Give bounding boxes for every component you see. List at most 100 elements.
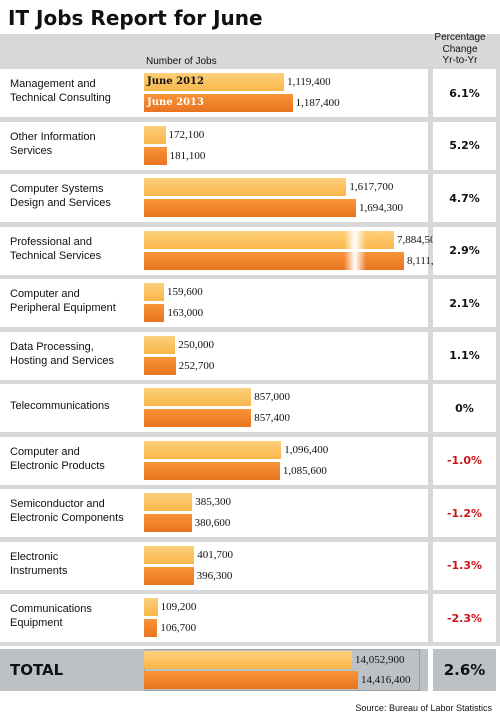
pct-change-header: Percentage Change Yr-to-Yr: [423, 32, 497, 67]
category-label: Computer and Electronic Products: [10, 445, 105, 472]
category-row: Electronic Instruments 401,700 396,300 -1.3%: [0, 541, 500, 590]
value-label-june-2012: 1,119,400: [287, 76, 331, 88]
row-background: [0, 331, 428, 380]
total-bar-june-2013: [144, 671, 358, 689]
bar-june-2012: [144, 440, 282, 459]
pct-change-value: 1.1%: [433, 331, 496, 380]
category-label: Computer and Peripheral Equipment: [10, 288, 116, 314]
page-title: IT Jobs Report for June: [8, 6, 263, 30]
value-label-june-2013: 380,600: [194, 517, 231, 529]
total-bar-box: [144, 649, 420, 691]
legend-june-2013: June 2013: [147, 97, 204, 108]
category-label: Management and Technical Consulting: [10, 78, 111, 104]
value-label-june-2012: 385,300: [195, 496, 231, 508]
category-label: Electronic Instruments: [10, 550, 68, 577]
pct-change-value: -1.2%: [433, 489, 496, 537]
value-label-june-2013: 1,085,600: [282, 464, 327, 477]
value-label-june-2012: 7,884,500: [397, 233, 441, 246]
bar-june-2013: [144, 356, 176, 375]
bar-june-2012: [144, 178, 347, 196]
category-row: Computer Systems Design and Services 1,617…: [0, 174, 500, 222]
row-background: [0, 541, 428, 590]
total-value-june-2012: 14,052,900: [355, 654, 405, 666]
row-background: [0, 489, 428, 537]
total-label: TOTAL: [10, 661, 64, 679]
category-row: Computer and Peripheral Equipment 159,600 1…: [0, 279, 500, 327]
pct-change-value: 4.7%: [433, 174, 496, 222]
category-label: Communications Equipment: [10, 603, 92, 629]
bar-june-2012: June 2012: [144, 73, 285, 91]
value-label-june-2012: 172,100: [168, 128, 205, 141]
value-label-june-2012: 109,200: [160, 601, 197, 613]
pct-header-line-3: Yr-to-Yr: [442, 55, 478, 66]
pct-change-value: 6.1%: [433, 69, 496, 117]
pct-change-value: -1.0%: [433, 436, 496, 485]
category-row: Other Information Services 172,100 181,100 5…: [0, 121, 500, 170]
bar-june-2013: [144, 251, 404, 270]
total-bar-june-2012: [144, 651, 352, 669]
pct-change-value: -2.3%: [433, 594, 496, 642]
bar-june-2012: [144, 230, 394, 249]
value-label-june-2013: 252,700: [178, 359, 215, 372]
category-label: Other Information Services: [10, 130, 96, 157]
category-row: Semiconductor and Electronic Components 38…: [0, 489, 500, 537]
total-row: TOTAL 14,052,900 14,416,400 2.6%: [0, 649, 500, 691]
value-label-june-2012: 401,700: [197, 548, 233, 561]
bar-june-2013: [144, 199, 356, 217]
value-label-june-2012: 159,600: [166, 286, 203, 298]
value-label-june-2013: 1,187,400: [295, 97, 340, 109]
bar-june-2013: [144, 461, 280, 480]
value-label-june-2012: 1,617,700: [349, 181, 394, 193]
category-label: Computer Systems Design and Services: [10, 183, 111, 209]
bar-june-2013: [144, 409, 252, 427]
category-row: Computer and Electronic Products 1,096,400…: [0, 436, 500, 485]
value-label-june-2012: 250,000: [178, 338, 215, 351]
category-row: Management and Technical Consulting June 2…: [0, 69, 500, 117]
bar-june-2012: [144, 493, 193, 511]
row-background: [0, 279, 428, 327]
bar-june-2012: [144, 545, 195, 564]
value-label-june-2013: 1,694,300: [359, 202, 403, 214]
category-row: Telecommunications 857,000 857,400 0%: [0, 384, 500, 432]
category-row: Professional and Technical Services 7,884,…: [0, 226, 500, 275]
value-label-june-2012: 1,096,400: [284, 443, 329, 456]
total-value-june-2013: 14,416,400: [361, 674, 411, 686]
value-label-june-2013: 396,300: [196, 569, 233, 582]
category-label: Telecommunications: [10, 400, 110, 412]
value-label-june-2013: 857,400: [254, 412, 291, 424]
number-of-jobs-header: Number of Jobs: [146, 56, 217, 67]
bar-june-2013: [144, 514, 192, 532]
bar-june-2013: [144, 304, 165, 322]
total-pct-change: 2.6%: [433, 649, 496, 691]
pct-change-value: -1.3%: [433, 541, 496, 590]
category-row: Data Processing, Hosting and Services 250,…: [0, 331, 500, 380]
source-note: Source: Bureau of Labor Statistics: [355, 703, 492, 713]
row-background: [0, 121, 428, 170]
category-row: Communications Equipment 109,200 106,700 -2.…: [0, 594, 500, 642]
value-label-june-2013: 163,000: [167, 307, 204, 319]
bar-june-2012: [144, 283, 164, 301]
bar-june-2013: [144, 146, 167, 165]
value-label-june-2013: 181,100: [169, 149, 206, 162]
pct-change-value: 5.2%: [433, 121, 496, 170]
row-background: [0, 594, 428, 642]
bar-june-2013: [144, 566, 194, 585]
legend-june-2012: June 2012: [147, 76, 204, 87]
bar-june-2013: [144, 619, 158, 637]
pct-change-value: 0%: [433, 384, 496, 432]
value-label-june-2013: 106,700: [160, 622, 197, 634]
bar-june-2012: [144, 335, 176, 354]
bar-june-2012: [144, 598, 158, 616]
bar-june-2013: June 2013: [144, 94, 293, 112]
pct-header-line-2: Change: [442, 43, 478, 55]
category-label: Semiconductor and Electronic Components: [10, 498, 124, 524]
value-label-june-2012: 857,000: [254, 391, 290, 403]
axis-break-marker: [344, 230, 366, 271]
pct-change-value: 2.9%: [433, 226, 496, 275]
bar-june-2012: [144, 125, 166, 144]
pct-change-value: 2.1%: [433, 279, 496, 327]
category-label: Professional and Technical Services: [10, 235, 102, 262]
category-label: Data Processing, Hosting and Services: [10, 340, 114, 367]
bar-june-2012: [144, 388, 252, 406]
